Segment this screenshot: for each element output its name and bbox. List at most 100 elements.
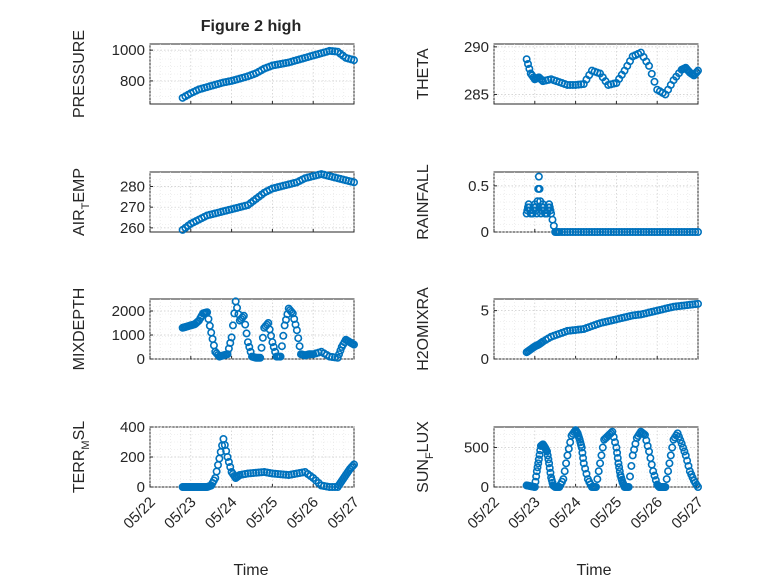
- data-point: [624, 482, 633, 491]
- data-point: [534, 459, 543, 468]
- x-tick-label: 05/22: [464, 494, 503, 533]
- x-tick-label: 05/25: [243, 494, 282, 533]
- x-axis-label-left: Time: [234, 562, 269, 579]
- y-axis-label: H2OMIXRA: [415, 287, 432, 371]
- data-point: [627, 461, 636, 470]
- data-point: [557, 228, 566, 237]
- y-tick-label: 285: [464, 86, 489, 103]
- data-point: [623, 228, 632, 237]
- data-point: [349, 460, 358, 469]
- y-axis-label: AIRTEMP: [71, 168, 92, 236]
- data-point: [325, 482, 334, 491]
- data-point: [593, 228, 602, 237]
- data-point: [522, 55, 531, 64]
- data-point: [227, 333, 236, 342]
- y-tick-label: 800: [120, 73, 145, 90]
- subplot-h2omixra: 0 5 H2OMIXRA: [415, 287, 702, 371]
- data-point: [559, 475, 568, 484]
- data-point: [680, 228, 689, 237]
- data-point: [613, 454, 622, 463]
- data-point: [523, 59, 532, 68]
- x-tick-label: 05/27: [668, 494, 707, 533]
- data-point: [258, 333, 267, 342]
- data-point: [612, 228, 621, 237]
- data-point: [634, 228, 643, 237]
- subplot-mixdepth: 0 1000 2000 MIXDEPTH: [71, 288, 358, 371]
- data-point: [693, 299, 702, 308]
- data-point: [545, 464, 554, 473]
- y-tick-label: 5: [481, 303, 489, 320]
- x-tick-label: 05/24: [546, 494, 585, 533]
- data-point: [615, 463, 624, 472]
- data-point: [546, 468, 555, 477]
- x-tick-label: 05/23: [505, 494, 544, 533]
- data-point: [241, 320, 250, 329]
- data-point: [631, 228, 640, 237]
- subplot-air: 260 270 280 AIRTEMP: [71, 168, 358, 237]
- subplot-pressure: 800 1000 PRESSURE: [71, 30, 358, 118]
- data-point: [349, 56, 358, 65]
- y-tick-label: 0.5: [468, 178, 489, 195]
- data-point: [254, 468, 263, 477]
- data-point: [560, 467, 569, 476]
- data-point: [292, 326, 301, 335]
- y-axis-label: MIXDEPTH: [71, 288, 88, 371]
- data-point: [662, 475, 671, 484]
- data-point: [650, 471, 659, 480]
- data-point: [647, 228, 656, 237]
- data-point: [560, 228, 569, 237]
- data-point: [279, 470, 288, 479]
- data-point: [252, 468, 261, 477]
- data-point: [668, 443, 677, 452]
- data-point: [256, 353, 265, 362]
- data-point: [328, 47, 337, 56]
- data-point: [294, 334, 303, 343]
- data-point: [594, 467, 603, 476]
- data-point: [249, 468, 258, 477]
- data-point: [688, 228, 697, 237]
- x-tick-label: 05/22: [120, 494, 159, 533]
- data-point: [666, 451, 675, 460]
- data-point: [666, 228, 675, 237]
- data-point: [593, 475, 602, 484]
- data-point: [604, 228, 613, 237]
- data-point: [578, 448, 587, 457]
- data-point: [596, 228, 605, 237]
- data-point: [563, 80, 572, 89]
- data-point: [533, 463, 542, 472]
- data-point: [677, 439, 686, 448]
- data-point: [238, 313, 247, 322]
- data-point: [328, 482, 337, 491]
- figure-title: Figure 2 high: [201, 18, 301, 35]
- y-tick-label: 0: [481, 224, 489, 241]
- data-point: [287, 307, 296, 316]
- data-point: [661, 228, 670, 237]
- data-point: [683, 456, 692, 465]
- data-point: [611, 438, 620, 447]
- data-point: [568, 80, 577, 89]
- data-point: [677, 228, 686, 237]
- data-point: [581, 464, 590, 473]
- x-axis-label-right: Time: [577, 562, 612, 579]
- y-axis-label: PRESSURE: [71, 30, 88, 118]
- data-point: [243, 338, 252, 347]
- y-tick-label: 200: [120, 449, 145, 466]
- data-point: [685, 228, 694, 237]
- data-point: [598, 228, 607, 237]
- data-point: [566, 228, 575, 237]
- data-point: [532, 467, 541, 476]
- data-point: [680, 447, 689, 456]
- data-point: [617, 228, 626, 237]
- data-point: [620, 228, 629, 237]
- data-point: [655, 228, 664, 237]
- data-point: [543, 451, 552, 460]
- data-point: [566, 80, 575, 89]
- data-point: [276, 352, 285, 361]
- data-point: [226, 462, 235, 471]
- data-point: [224, 457, 233, 466]
- x-tick-label: 05/26: [627, 494, 666, 533]
- subplot-theta: 285 290 THETA: [415, 39, 702, 105]
- data-point: [277, 342, 286, 351]
- data-point: [243, 469, 252, 478]
